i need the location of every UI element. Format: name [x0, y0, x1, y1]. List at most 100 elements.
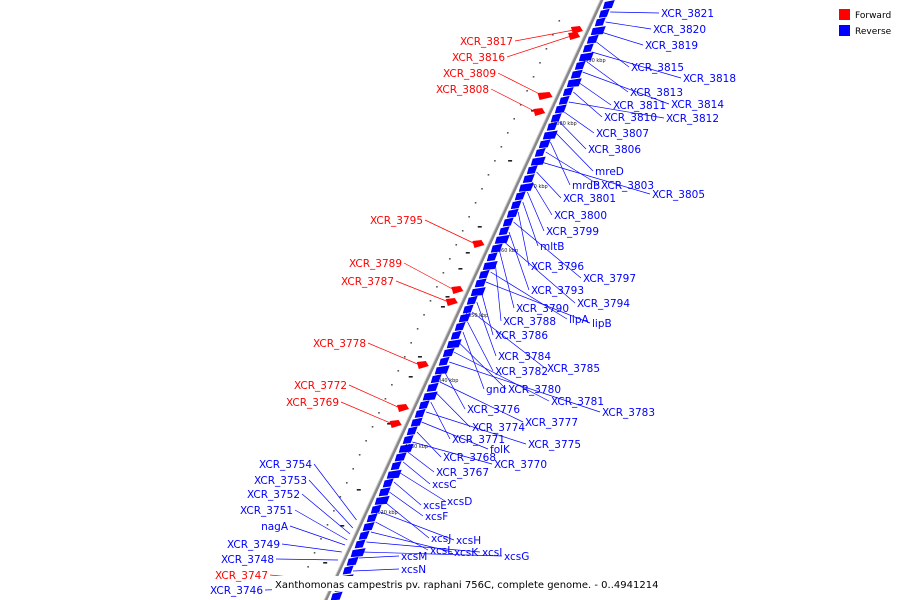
backbone-layer	[323, 0, 604, 600]
gene-label-xcr-3812: XCR_3812	[666, 113, 719, 125]
chromosome-backbone	[323, 0, 604, 600]
feature-tick	[356, 489, 361, 491]
label-leader-xcsh	[380, 511, 455, 541]
intergenic-dot	[481, 188, 483, 190]
reverse-gene-arrow	[546, 121, 558, 131]
reverse-gene-arrow	[374, 495, 390, 505]
reverse-gene-arrow	[598, 8, 610, 18]
intergenic-dot	[339, 496, 342, 498]
label-leader-xcr-3800	[531, 181, 553, 216]
intergenic-dot	[436, 286, 438, 288]
label-leader-xcr-3782	[467, 321, 494, 372]
reverse-gene-arrow	[362, 522, 375, 531]
feature-tick	[440, 306, 445, 308]
label-leader-xcr-3797	[513, 221, 582, 279]
forward-gene-arrow	[397, 404, 410, 412]
gene-label-xcr-3786: XCR_3786	[495, 330, 548, 342]
gene-labels: XCR_3817 XCR_3816 XCR_3809 XCR_3808 XCR_3795…	[210, 8, 736, 597]
label-leader-xcr-3771	[430, 401, 451, 440]
label-leader-xcr-3769	[340, 401, 393, 425]
label-leader-xcr-3817	[514, 29, 574, 42]
reverse-gene-arrow	[438, 356, 450, 366]
label-leader-xcr-3776	[444, 371, 466, 410]
reverse-gene-arrow	[562, 87, 574, 96]
reverse-gene-arrow	[534, 147, 546, 157]
intergenic-dot	[513, 118, 516, 120]
intergenic-dot	[494, 160, 496, 162]
reverse-gene-arrow	[550, 113, 562, 123]
feature-tick	[445, 296, 450, 298]
label-leader-xcr-3799	[527, 191, 545, 232]
intergenic-dot	[423, 314, 425, 316]
map-caption: Xanthomonas campestris pv. raphani 756C,…	[275, 580, 658, 591]
scale-tick-label: 4070 kbp	[524, 184, 548, 190]
gene-label-xcsc: xcsC	[432, 479, 457, 491]
reverse-gene-arrow	[506, 208, 519, 218]
gene-label-xcr-3787: XCR_3787	[341, 276, 394, 288]
forward-gene-arrow	[472, 240, 485, 248]
reverse-gene-arrow	[510, 200, 522, 210]
label-leader-xcr-3818	[591, 51, 682, 79]
intergenic-dot	[378, 412, 380, 414]
label-leader-xcsf	[389, 491, 424, 517]
label-leader-xcr-3819	[600, 31, 644, 46]
reverse-gene-arrow	[406, 426, 418, 436]
intergenic-dot	[313, 552, 316, 554]
scale-tick-label: 4080 kbp	[553, 121, 577, 127]
gene-label-xcr-3775: XCR_3775	[528, 439, 581, 451]
gene-label-xcr-3777: XCR_3777	[525, 417, 578, 429]
reverse-gene-arrow	[382, 478, 394, 488]
reverse-gene-arrow	[482, 261, 498, 270]
label-leader-xcr-3772	[348, 384, 401, 409]
gene-label-folk: folK	[490, 444, 511, 456]
gene-label-xcr-3782: XCR_3782	[495, 366, 548, 378]
label-leader-xcr-3780	[458, 341, 507, 390]
label-leader-xcr-3815	[596, 41, 630, 68]
intergenic-dot	[333, 510, 335, 512]
label-leader-xcr-3803	[545, 151, 600, 186]
label-leader-xcsc	[402, 461, 431, 485]
reverse-gene-arrow	[350, 548, 366, 558]
reverse-gene-arrow	[582, 43, 594, 53]
gene-label-xcsj: xcsJ	[431, 533, 451, 545]
gene-label-xcr-3780: XCR_3780	[508, 384, 561, 396]
gene-label-xcr-3788: XCR_3788	[503, 316, 556, 328]
gene-label-xcsf: xcsF	[425, 511, 448, 523]
intergenic-dot	[410, 342, 412, 344]
feature-tick	[508, 160, 513, 162]
gene-label-xcr-3820: XCR_3820	[653, 24, 706, 36]
legend-forward-label: Forward	[855, 11, 891, 21]
gene-label-gnd: gnd	[486, 384, 506, 396]
reverse-gene-arrow	[566, 78, 582, 88]
label-leader-xcr-3801	[536, 171, 562, 199]
intergenic-dot	[345, 482, 348, 484]
label-leader-xcr-3778	[367, 342, 420, 366]
label-leader-xcr-3805	[541, 161, 651, 195]
intergenic-dot	[519, 104, 522, 106]
label-leader-xcr-3786	[481, 291, 494, 336]
reverse-gene-arrow	[402, 435, 414, 444]
scale-tick-label: 4030 kbp	[405, 444, 429, 450]
forward-gene-arrow	[416, 361, 429, 369]
gene-label-xcr-3815: XCR_3815	[631, 62, 684, 74]
label-leader-xcr-3785	[471, 311, 546, 369]
reverse-gene-arrow	[594, 17, 606, 27]
reverse-gene-arrow	[586, 34, 599, 44]
label-leader-xcr-3809	[497, 72, 544, 97]
gene-label-lipa: lipA	[569, 314, 589, 326]
gene-label-xcr-3748: XCR_3748	[221, 554, 274, 566]
gene-label-xcr-3809: XCR_3809	[443, 68, 496, 80]
reverse-gene-arrow	[498, 226, 510, 236]
gene-label-xcr-3814: XCR_3814	[671, 99, 724, 111]
caption-background	[272, 576, 630, 591]
gene-label-xcr-3752: XCR_3752	[247, 489, 300, 501]
label-leader-mrdb	[550, 141, 571, 186]
intergenic-dot	[545, 48, 548, 50]
label-leader-xcr-3787	[395, 280, 449, 303]
label-leader-xcr-3812	[568, 101, 665, 119]
label-leader-xcsj	[384, 501, 430, 539]
label-leader-xcr-3813	[586, 61, 629, 93]
forward-gene-arrow	[445, 298, 458, 306]
gene-label-xcsg: xcsG	[504, 551, 529, 563]
forward-gene-arrow	[568, 32, 581, 40]
